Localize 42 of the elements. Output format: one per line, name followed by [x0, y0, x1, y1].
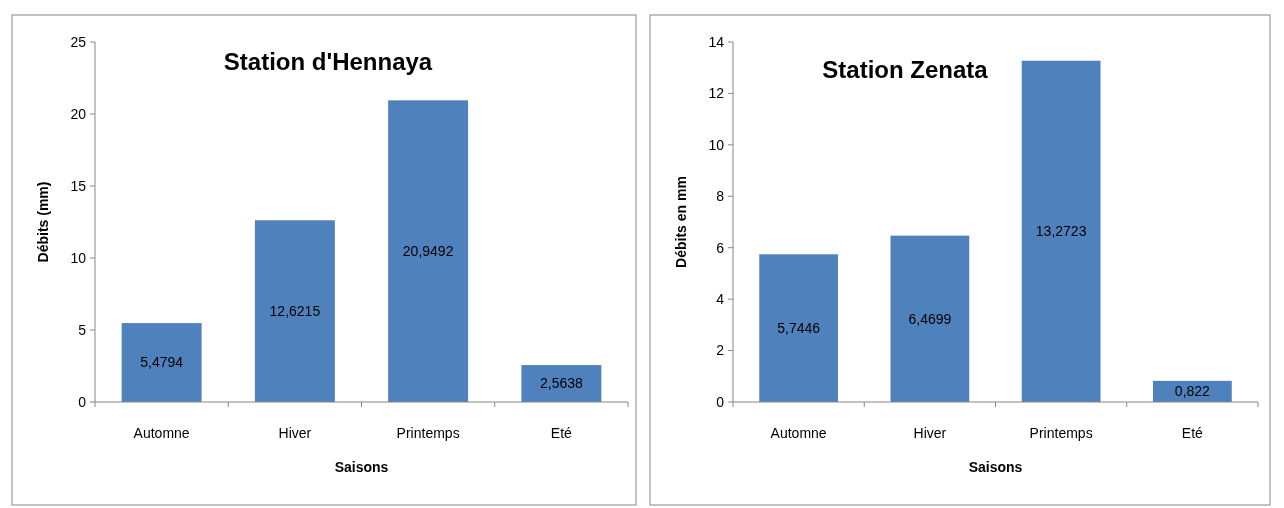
y-tick-label: 25 [70, 33, 87, 50]
bar [890, 235, 970, 402]
x-tick-label: Printemps [396, 425, 460, 441]
data-label: 5,4794 [140, 354, 184, 371]
y-tick-label: 2 [716, 342, 725, 359]
x-tick-label: Hiver [278, 425, 312, 441]
x-axis-title: Saisons [968, 459, 1023, 475]
y-tick-label: 20 [70, 105, 87, 122]
data-label: 5,7446 [777, 320, 821, 337]
x-tick-label: Printemps [1029, 425, 1093, 441]
x-tick-label: Automne [133, 425, 190, 441]
y-tick-label: 4 [716, 291, 725, 308]
data-label: 2,5638 [539, 375, 583, 392]
y-tick-label: 15 [70, 177, 87, 194]
y-tick-label: 0 [716, 393, 725, 410]
y-tick-label: 0 [78, 393, 87, 410]
data-label: 12,6215 [269, 303, 321, 320]
x-axis-title: Saisons [334, 459, 389, 475]
chart-title: Station d'Hennaya [223, 48, 433, 75]
bar [388, 100, 469, 402]
text: Station Zenata [822, 56, 989, 83]
x-tick-label: Eté [550, 425, 573, 441]
data-label: 20,9492 [402, 243, 454, 260]
bar [1021, 60, 1101, 402]
y-tick-label: 8 [716, 188, 725, 205]
data-label: 6,4699 [908, 310, 952, 327]
y-tick-label: 6 [716, 239, 725, 256]
y-tick-label: 10 [70, 249, 87, 266]
data-label: 13,2723 [1035, 223, 1087, 240]
y-tick-label: 10 [708, 136, 725, 153]
bar [121, 323, 202, 402]
y-tick-label: 14 [708, 33, 725, 50]
y-axis-title: Débits en mm [673, 176, 689, 268]
y-axis-title: Débits (mm) [35, 181, 51, 263]
y-tick-label: 5 [78, 321, 87, 338]
bar [254, 220, 335, 402]
x-tick-label: Eté [1181, 425, 1204, 441]
data-label: 0,822 [1174, 383, 1211, 400]
x-tick-label: Hiver [913, 425, 947, 441]
y-tick-label: 12 [708, 85, 725, 102]
x-tick-label: Automne [770, 425, 827, 441]
bar [759, 254, 838, 402]
